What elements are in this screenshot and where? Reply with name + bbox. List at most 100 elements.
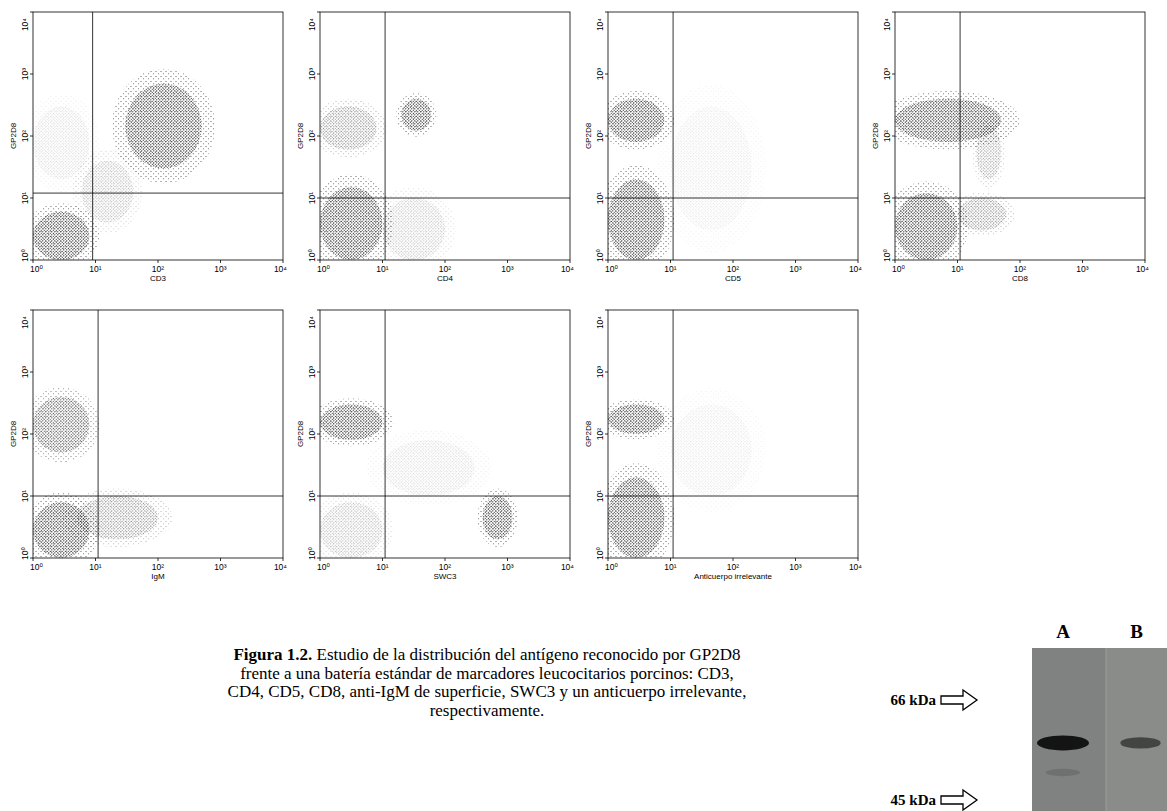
protein-band [1046, 769, 1080, 776]
x-tick [733, 260, 734, 263]
caption-line: Figura 1.2. Estudio de la distribución d… [233, 645, 740, 664]
y-tick [30, 372, 33, 373]
y-tick-label: 10³ [595, 68, 605, 80]
y-tick-label: 10⁴ [20, 18, 30, 31]
y-tick-label: 10² [20, 130, 30, 142]
x-tick-label: 10³ [789, 562, 801, 572]
x-tick-label: 10⁰ [317, 562, 330, 572]
y-tick [30, 310, 33, 311]
y-tick [892, 12, 895, 13]
y-tick-label: 10³ [307, 366, 317, 378]
plot-frame [320, 310, 570, 558]
y-tick [317, 12, 320, 13]
x-tick-label: 10¹ [951, 264, 963, 274]
caption-line: frente a una batería estándar de marcado… [240, 664, 734, 683]
y-tick [605, 260, 608, 261]
protein-band [1120, 737, 1160, 748]
dot-plot: 10⁰10¹10²10³10⁴SWC310⁰10¹10²10³10⁴GP2D8 [296, 310, 574, 581]
x-axis-title: CD5 [725, 274, 742, 283]
x-tick [445, 558, 446, 561]
x-tick [283, 558, 284, 561]
x-tick [33, 260, 34, 263]
cluster [383, 440, 475, 496]
cluster-halo [320, 492, 393, 558]
x-tick [957, 260, 958, 263]
y-tick [317, 558, 320, 559]
x-tick [507, 558, 508, 561]
y-tick [892, 260, 895, 261]
y-tick [605, 136, 608, 137]
clusters [320, 93, 456, 260]
x-tick-label: 10² [1014, 264, 1026, 274]
x-tick [608, 260, 609, 263]
y-tick [605, 434, 608, 435]
y-tick [317, 198, 320, 199]
quadrant-line-vertical [673, 310, 674, 558]
y-tick-label: 10³ [20, 68, 30, 80]
cluster [483, 496, 513, 539]
protein-band [1037, 735, 1089, 750]
x-tick-label: 10² [727, 264, 739, 274]
clusters [33, 69, 215, 260]
x-tick-label: 10³ [501, 264, 513, 274]
figure: 10⁰10¹10²10³10⁴CD310⁰10¹10²10³10⁴GP2D810… [0, 0, 1167, 811]
x-tick-label: 10⁴ [274, 264, 287, 274]
y-tick-label: 10³ [882, 68, 892, 80]
x-tick [733, 558, 734, 561]
x-tick [158, 260, 159, 263]
y-axis-title: GP2D8 [584, 420, 593, 447]
clusters [608, 388, 766, 558]
cluster-halo [949, 192, 1015, 236]
x-tick-label: 10¹ [376, 264, 388, 274]
x-tick-label: 10² [152, 562, 164, 572]
cluster [608, 99, 664, 142]
cluster-halo [33, 387, 99, 463]
x-tick-label: 10¹ [376, 562, 388, 572]
y-tick [30, 198, 33, 199]
y-tick-label: 10⁴ [882, 18, 892, 31]
x-tick-label: 10³ [789, 264, 801, 274]
y-tick [892, 136, 895, 137]
x-tick [858, 558, 859, 561]
x-tick [507, 260, 508, 263]
y-axis-title: GP2D8 [584, 122, 593, 149]
y-tick [317, 372, 320, 373]
x-axis-title: CD8 [1012, 274, 1029, 283]
x-tick-label: 10⁰ [605, 264, 618, 274]
cluster [33, 397, 89, 453]
cluster [608, 404, 664, 434]
caption-text: Estudio de la distribución del antígeno … [312, 645, 740, 664]
y-tick [605, 558, 608, 559]
caption: Figura 1.2. Estudio de la distribución d… [228, 645, 747, 720]
y-tick-label: 10¹ [882, 192, 892, 204]
x-axis-title: CD3 [150, 274, 167, 283]
x-tick-label: 10³ [501, 562, 513, 572]
caption-label: Figura 1.2. [233, 645, 312, 664]
cluster-halo [320, 398, 393, 446]
x-tick [795, 558, 796, 561]
y-tick-label: 10² [595, 130, 605, 142]
x-tick-label: 10⁴ [849, 264, 862, 274]
plot-frame [895, 12, 1145, 260]
lane-label: B [1130, 621, 1143, 642]
cluster [671, 106, 752, 230]
western-blot: AB66 kDa45 kDa [891, 621, 1167, 811]
quadrant-line-vertical [385, 310, 386, 558]
x-tick [382, 558, 383, 561]
dot-plot: 10⁰10¹10²10³10⁴CD810⁰10¹10²10³10⁴GP2D8 [871, 12, 1149, 283]
y-tick [30, 434, 33, 435]
x-axis-title: CD4 [437, 274, 454, 283]
y-axis-title: GP2D8 [296, 122, 305, 149]
x-tick-label: 10⁴ [561, 562, 574, 572]
x-tick [382, 260, 383, 263]
y-axis-title: GP2D8 [296, 420, 305, 447]
y-axis-title: GP2D8 [9, 420, 18, 447]
x-tick [670, 558, 671, 561]
cluster [77, 496, 158, 539]
x-tick-label: 10⁰ [30, 562, 43, 572]
dot-plot: 10⁰10¹10²10³10⁴CD310⁰10¹10²10³10⁴GP2D8 [9, 12, 287, 283]
quadrant-line-horizontal [33, 193, 283, 194]
x-tick [220, 260, 221, 263]
lane-label: A [1056, 621, 1070, 642]
gel-lane [1032, 648, 1106, 811]
